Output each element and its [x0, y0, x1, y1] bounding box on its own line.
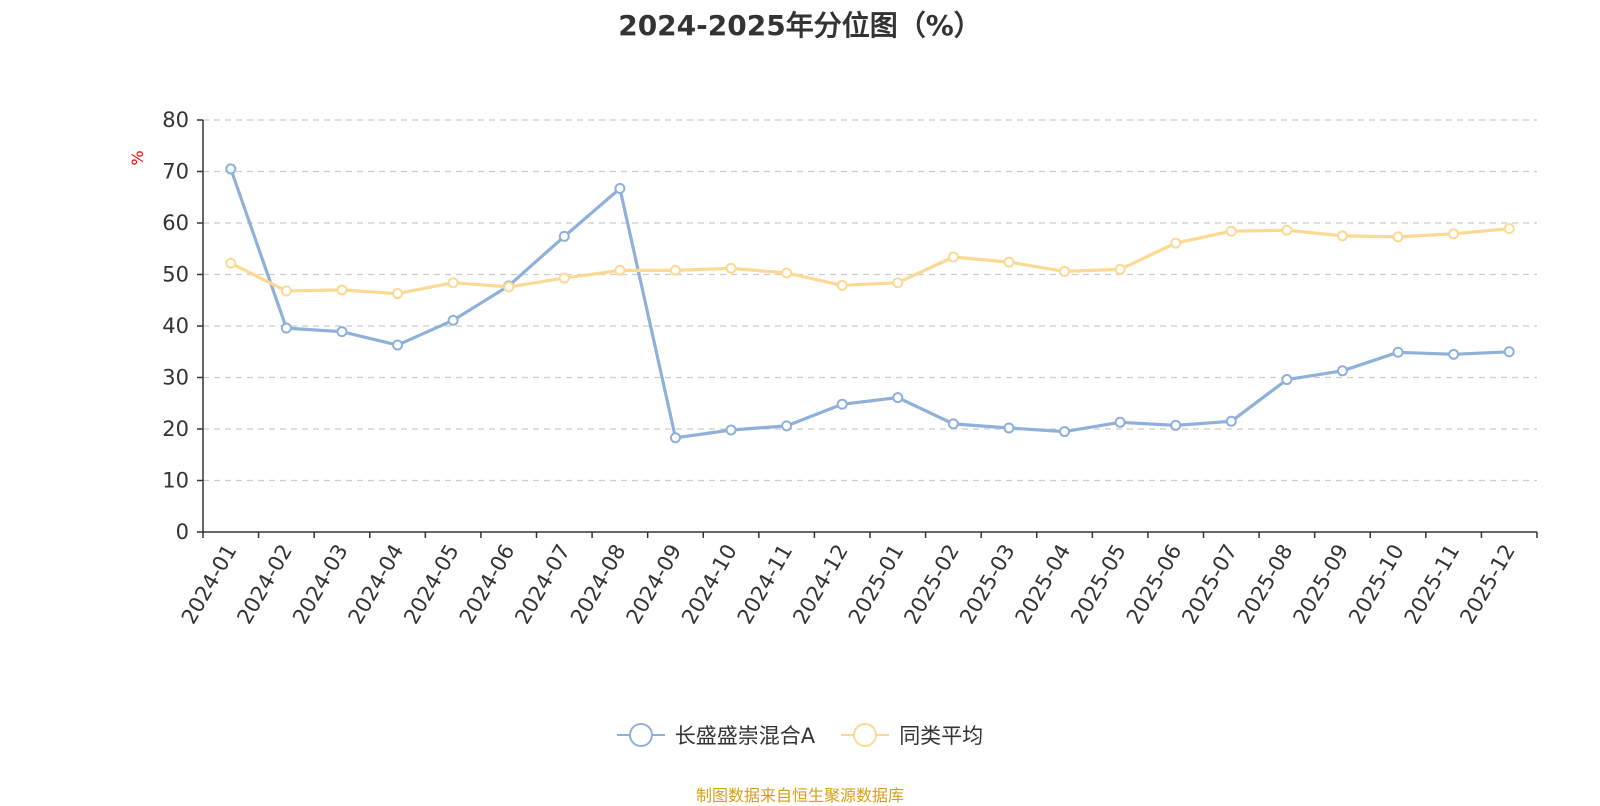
data-point	[1336, 365, 1348, 377]
data-point	[1114, 263, 1126, 275]
x-tick-label: 2024-04	[344, 540, 409, 628]
y-tick-label: 60	[162, 211, 189, 235]
data-point	[947, 251, 959, 263]
axes: 010203040506070802024-012024-022024-0320…	[162, 108, 1538, 628]
grid-lines	[203, 119, 1537, 482]
data-point	[1003, 256, 1015, 268]
x-tick-label: 2024-05	[399, 540, 464, 628]
data-point	[1059, 426, 1071, 438]
data-point	[614, 264, 626, 276]
data-point	[725, 424, 737, 436]
x-tick-label: 2024-11	[733, 540, 798, 628]
data-point	[1281, 374, 1293, 386]
data-point	[614, 182, 626, 194]
series-points	[225, 163, 1515, 444]
data-point	[447, 277, 459, 289]
data-point	[1114, 416, 1126, 428]
data-point	[1503, 223, 1515, 235]
data-point	[225, 163, 237, 175]
y-tick-label: 30	[162, 366, 189, 390]
x-tick-label: 2025-04	[1011, 540, 1076, 628]
data-point	[669, 432, 681, 444]
y-tick-label: 20	[162, 417, 189, 441]
x-tick-label: 2024-12	[788, 540, 853, 628]
data-point	[1225, 225, 1237, 237]
chart-plot: 010203040506070802024-012024-022024-0320…	[128, 108, 1538, 628]
data-point	[447, 314, 459, 326]
data-point	[1225, 415, 1237, 427]
x-tick-label: 2025-11	[1400, 540, 1465, 628]
y-tick-label: 70	[162, 160, 189, 184]
x-tick-label: 2024-03	[288, 540, 353, 628]
x-tick-label: 2025-07	[1177, 540, 1242, 628]
x-tick-label: 2024-10	[677, 540, 742, 628]
data-point	[947, 418, 959, 430]
y-tick-label: 10	[162, 469, 189, 493]
y-tick-label: 0	[176, 520, 189, 544]
data-point	[503, 281, 515, 293]
chart-title: 2024-2025年分位图（%）	[618, 9, 982, 42]
data-point	[669, 264, 681, 276]
data-point	[781, 420, 793, 432]
data-point	[1503, 346, 1515, 358]
data-point	[892, 277, 904, 289]
legend-item-fund[interactable]: 长盛盛崇混合A	[616, 720, 816, 750]
data-point	[1003, 422, 1015, 434]
data-point	[1170, 419, 1182, 431]
legend-label-fund: 长盛盛崇混合A	[674, 724, 816, 748]
y-tick-label: 50	[162, 263, 189, 287]
data-point	[392, 288, 404, 300]
x-tick-label: 2025-09	[1288, 540, 1353, 628]
data-point	[558, 272, 570, 284]
data-point	[1392, 346, 1404, 358]
data-point	[225, 257, 237, 269]
x-tick-label: 2025-01	[844, 540, 909, 628]
y-tick-label: 40	[162, 314, 189, 338]
legend-symbol-peer-average-icon	[841, 723, 890, 747]
x-tick-label: 2025-08	[1233, 540, 1298, 628]
legend: 长盛盛崇混合A 同类平均	[0, 720, 1600, 750]
data-point	[280, 322, 292, 334]
legend-item-peer-average[interactable]: 同类平均	[841, 720, 983, 750]
data-point	[1448, 228, 1460, 240]
data-point	[392, 339, 404, 351]
data-point	[336, 284, 348, 296]
data-point	[1281, 224, 1293, 236]
series-lines	[229, 168, 1510, 440]
x-tick-label: 2024-08	[566, 540, 631, 628]
data-point	[1448, 348, 1460, 360]
legend-symbol-fund-icon	[616, 723, 665, 747]
data-point	[1059, 265, 1071, 277]
source-note: 制图数据来自恒生聚源数据库	[695, 786, 904, 805]
data-point	[836, 398, 848, 410]
data-point	[1170, 237, 1182, 249]
y-axis-label: %	[128, 150, 147, 165]
x-tick-label: 2025-10	[1344, 540, 1409, 628]
data-point	[892, 392, 904, 404]
data-point	[1392, 231, 1404, 243]
x-tick-label: 2024-06	[455, 540, 520, 628]
data-point	[781, 267, 793, 279]
x-tick-label: 2024-07	[510, 540, 575, 628]
y-tick-label: 80	[162, 108, 189, 132]
series-line-0	[229, 168, 1510, 440]
data-point	[336, 326, 348, 338]
x-tick-label: 2025-03	[955, 540, 1020, 628]
data-point	[558, 230, 570, 242]
x-tick-label: 2025-06	[1122, 540, 1187, 628]
x-tick-label: 2025-02	[899, 540, 964, 628]
data-point	[1336, 230, 1348, 242]
legend-label-peer-average: 同类平均	[899, 724, 984, 748]
x-tick-label: 2024-02	[232, 540, 297, 628]
x-tick-label: 2025-12	[1455, 540, 1520, 628]
x-tick-label: 2024-09	[621, 540, 686, 628]
data-point	[836, 279, 848, 291]
data-point	[725, 262, 737, 274]
x-tick-label: 2025-05	[1066, 540, 1131, 628]
data-point	[280, 285, 292, 297]
series-line-1	[230, 227, 1510, 296]
x-tick-label: 2024-01	[177, 540, 242, 628]
